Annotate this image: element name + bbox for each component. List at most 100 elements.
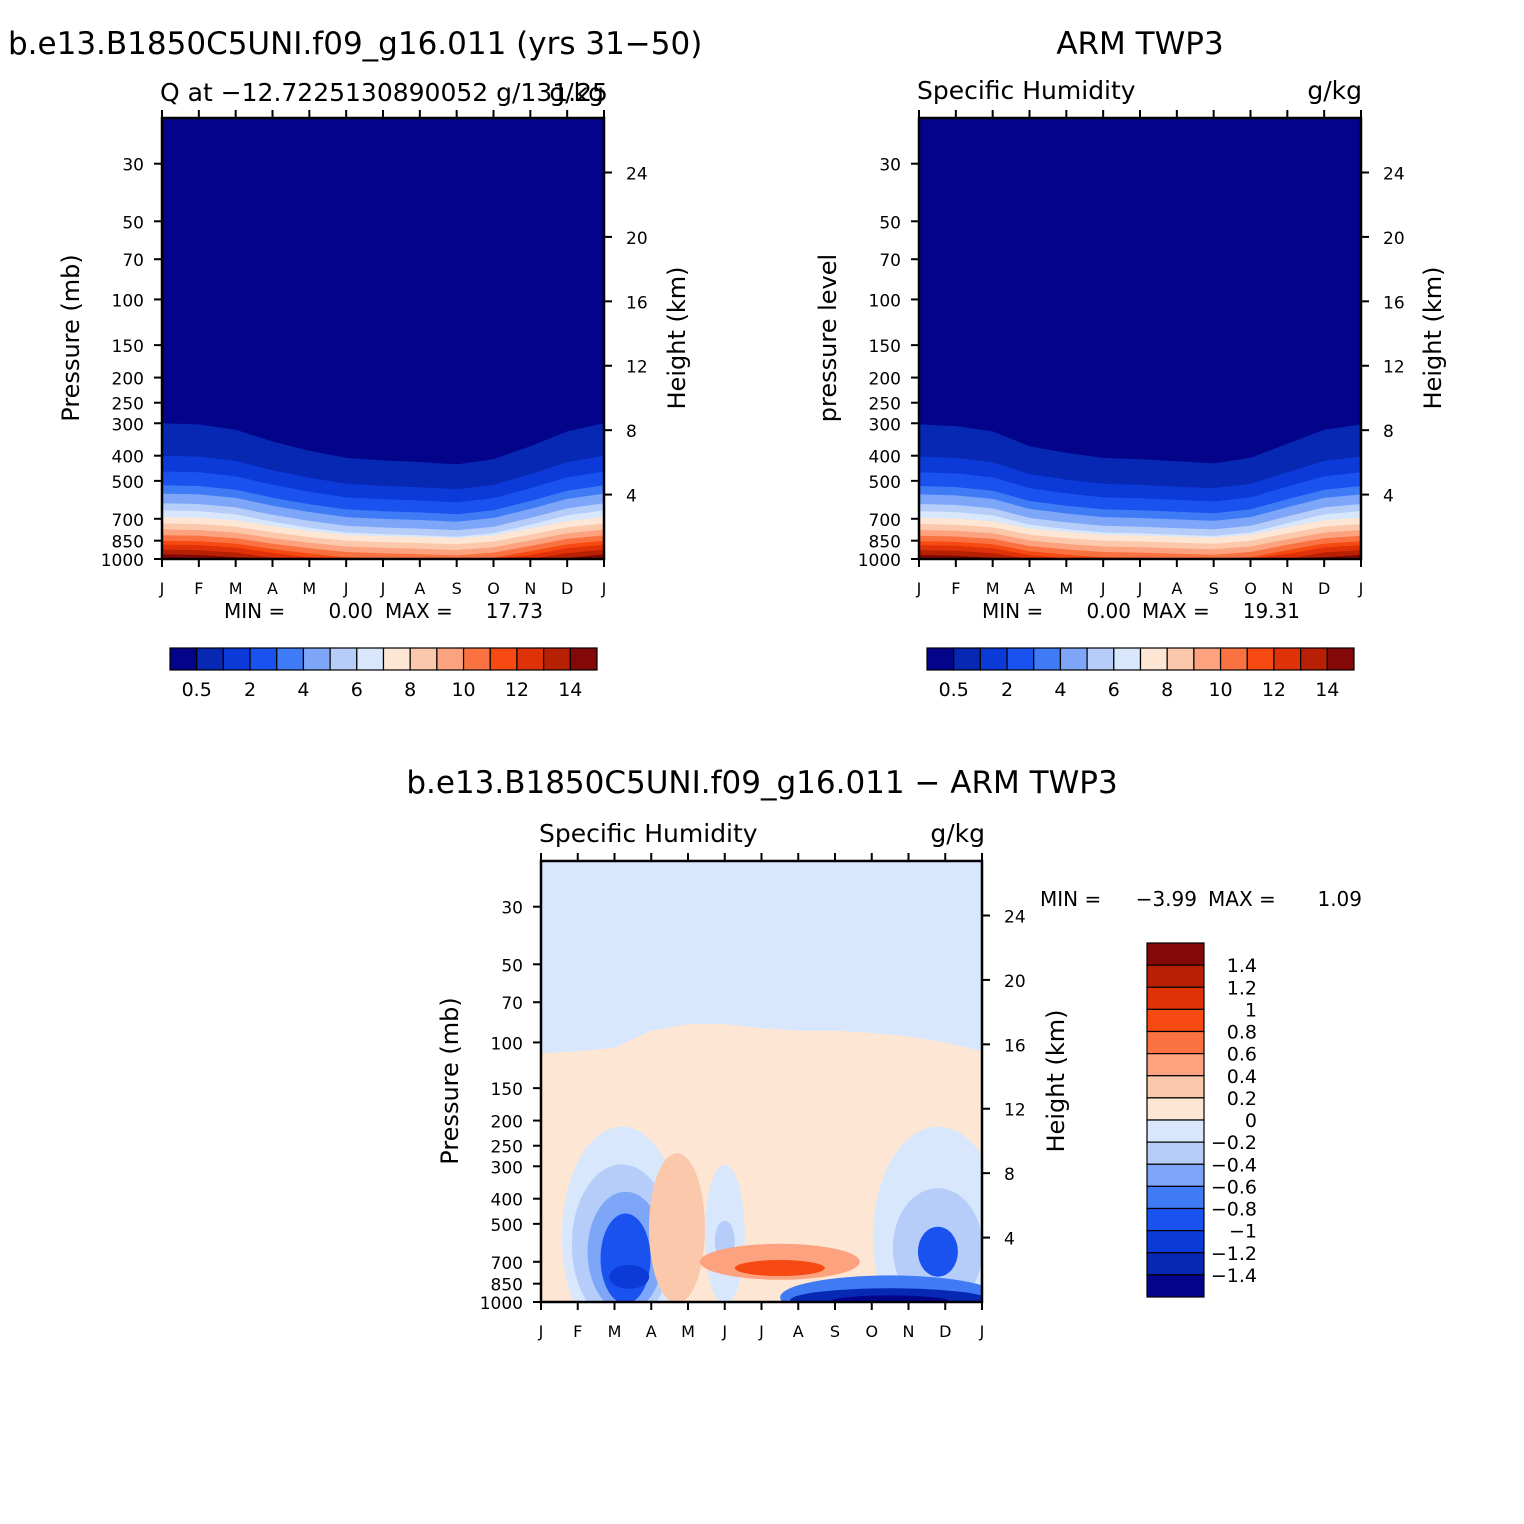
- panel2-month-tick-label: J: [916, 579, 922, 598]
- panel2-month-tick-label: A: [1024, 579, 1035, 598]
- panel2-month-tick-label: D: [1318, 579, 1330, 598]
- panel3-month-tick-label: N: [903, 1322, 915, 1341]
- panel2-pressure-tick-label: 400: [869, 448, 901, 468]
- diff-colorbar-label: 1: [1245, 999, 1257, 1021]
- panel2-max-value: 19.31: [1243, 599, 1300, 623]
- panel1-pressure-tick-label: 500: [112, 473, 144, 493]
- panel3-field: [541, 861, 982, 1302]
- panel2-pressure-tick-label: 50: [879, 213, 901, 233]
- diff-colorbar-swatch: [1146, 1075, 1205, 1099]
- abs-colorbar-2-swatch: [1246, 647, 1275, 671]
- panel3-pressure-tick-label: 150: [491, 1080, 523, 1100]
- panel2-ylabel: pressure level: [814, 254, 842, 422]
- panel3-ylabel: Pressure (mb): [436, 997, 464, 1164]
- diff-colorbar-label: −0.4: [1211, 1154, 1257, 1176]
- diff-colorbar-swatch: [1146, 1119, 1205, 1143]
- abs-colorbar-2-swatch: [1166, 647, 1195, 671]
- panel3-month-tick-label: F: [573, 1322, 582, 1341]
- panel2-subtitle-right: g/kg: [1307, 76, 1362, 105]
- diff-colorbar-swatch: [1146, 1230, 1205, 1254]
- panel1-month-tick-label: A: [267, 579, 278, 598]
- abs-colorbar-1-swatch: [249, 647, 278, 671]
- abs-colorbar-1-label: 2: [244, 679, 256, 701]
- panel2-month-tick-label: J: [1358, 579, 1364, 598]
- panel3-max-label: MAX =: [1208, 887, 1276, 911]
- abs-colorbar-1-swatch: [409, 647, 438, 671]
- panel3-negative-region: [600, 1213, 651, 1302]
- panel3-pressure-tick-label: 200: [491, 1113, 523, 1133]
- panel2-contour-band: [919, 541, 1361, 559]
- panel1-month-tick-label: F: [194, 579, 203, 598]
- panel1-month-tick-label: M: [302, 579, 316, 598]
- panel1-month-tick-label: O: [487, 579, 500, 598]
- panel3-pressure-tick-label: 30: [501, 899, 523, 919]
- diff-colorbar-swatch: [1146, 964, 1205, 988]
- panel3-height-tick-label: 20: [1004, 972, 1026, 992]
- panel1-month-tick-label: J: [343, 579, 349, 598]
- panel1-pressure-tick-label: 100: [112, 291, 144, 311]
- panel3-pressure-tick-label: 100: [491, 1034, 523, 1054]
- panel1-height-tick-label: 20: [626, 229, 648, 249]
- diff-colorbar-label: −0.2: [1211, 1132, 1257, 1154]
- panel3-month-tick-label: A: [646, 1322, 657, 1341]
- panel2-pressure-tick-label: 1000: [858, 551, 901, 571]
- abs-colorbar-1-swatch: [276, 647, 305, 671]
- diff-colorbar-label: 1.2: [1227, 977, 1257, 999]
- abs-colorbar-2-swatch: [926, 647, 955, 671]
- panel2-month-tick-label: O: [1244, 579, 1257, 598]
- colorbars: 0.5 2 4 6 8 10 12 14 0.5 2 4 6 8 10 12 141.41.210.80.60…: [169, 647, 1355, 1298]
- panel3-negative-region: [609, 1264, 650, 1289]
- abs-colorbar-1-swatch: [356, 647, 385, 671]
- abs-colorbar-2-label: 2: [1001, 679, 1013, 701]
- panel2-month-tick-label: N: [1281, 579, 1293, 598]
- panel3-month-tick-label: D: [939, 1322, 951, 1341]
- panel3-month-tick-label: J: [979, 1322, 985, 1341]
- panel1-height-tick-label: 8: [626, 422, 637, 442]
- panel3-max-value: 1.09: [1317, 887, 1362, 911]
- abs-colorbar-2-swatch: [1273, 647, 1302, 671]
- panel3-subtitle-left: Specific Humidity: [539, 819, 758, 848]
- abs-colorbar-2-swatch: [1113, 647, 1142, 671]
- panel1-height-tick-label: 12: [626, 358, 648, 378]
- panel2-pressure-tick-label: 850: [869, 533, 901, 553]
- panel1-height-tick-label: 16: [626, 293, 648, 313]
- abs-colorbar-2-label: 8: [1161, 679, 1173, 701]
- diff-colorbar-label: 0.2: [1227, 1088, 1257, 1110]
- abs-colorbar-2-label: 4: [1054, 679, 1066, 701]
- panel2-pressure-tick-label: 70: [879, 251, 901, 271]
- panel3-subtitle-right: g/kg: [930, 819, 985, 848]
- panel3-pressure-tick-label: 400: [491, 1191, 523, 1211]
- abs-colorbar-1-label: 12: [505, 679, 529, 701]
- panel3-month-tick-label: M: [608, 1322, 622, 1341]
- panel1-pressure-tick-label: 150: [112, 337, 144, 357]
- abs-colorbar-2-swatch: [1193, 647, 1222, 671]
- panel1-subtitle-left: Q at −12.7225130890052 g/131.25: [160, 78, 608, 107]
- panel3-title: b.e13.B1850C5UNI.f09_g16.011 − ARM TWP3: [406, 765, 1117, 801]
- abs-colorbar-2-label: 10: [1208, 679, 1232, 701]
- panel2-height-tick-label: 24: [1383, 164, 1405, 184]
- panel1-ylabel: Pressure (mb): [57, 254, 85, 421]
- abs-colorbar-2-swatch: [1326, 647, 1355, 671]
- panel1-pressure-tick-label: 30: [122, 156, 144, 176]
- panel1-pressure-tick-label: 1000: [101, 551, 144, 571]
- diff-colorbar-swatch: [1146, 986, 1205, 1010]
- panel2-height-tick-label: 20: [1383, 229, 1405, 249]
- diff-colorbar-swatch: [1146, 1185, 1205, 1210]
- panel1-pressure-tick-label: 70: [122, 251, 144, 271]
- panel1-pressure-tick-label: 50: [122, 213, 144, 233]
- panel2-pressure-tick-label: 700: [869, 511, 901, 531]
- panel3-pressure-tick-label: 700: [491, 1254, 523, 1274]
- panel3-pressure-tick-label: 500: [491, 1216, 523, 1236]
- panel2-max-label: MAX =: [1142, 599, 1210, 623]
- panel3-month-tick-label: O: [865, 1322, 878, 1341]
- abs-colorbar-2-swatch: [1059, 647, 1088, 671]
- panel3-pressure-tick-label: 1000: [480, 1294, 523, 1314]
- diff-colorbar-swatch: [1146, 1274, 1205, 1298]
- panel3-pressure-tick-label: 50: [501, 956, 523, 976]
- panel1-month-tick-label: J: [380, 579, 386, 598]
- panel2-ylabel-right: Height (km): [1419, 267, 1447, 410]
- panel1-height-tick-label: 4: [626, 487, 637, 507]
- diff-colorbar-label: 0.8: [1227, 1022, 1257, 1044]
